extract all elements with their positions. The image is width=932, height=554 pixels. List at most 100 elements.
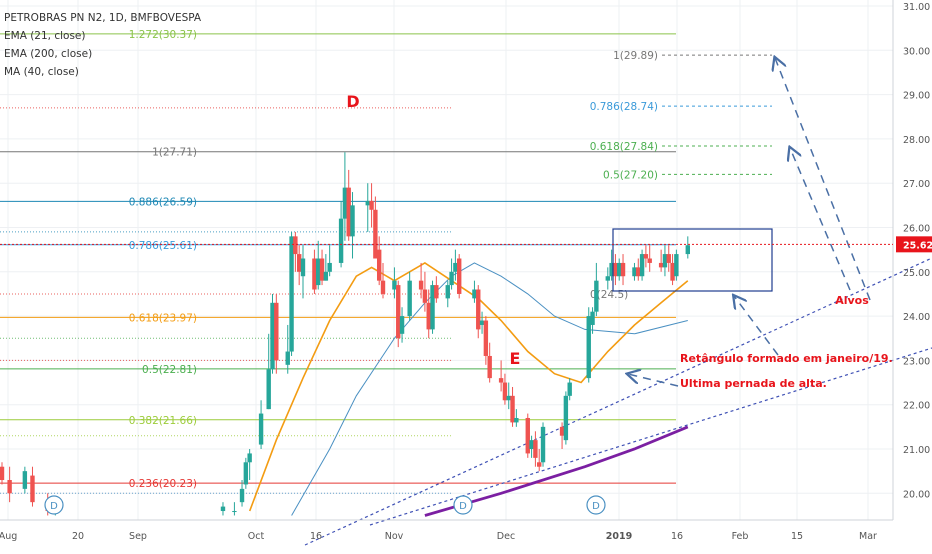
time-axis-tick: Aug	[0, 531, 17, 542]
candle-body	[666, 254, 671, 263]
candle-body	[472, 289, 477, 299]
candle-body	[670, 262, 675, 281]
candle	[338, 200, 344, 268]
indicator-ma40[interactable]: MA (40, close)	[4, 66, 79, 78]
candle-body	[270, 302, 275, 370]
price-axis-tick: 26.00	[903, 224, 930, 235]
candle-body	[342, 187, 348, 219]
fib-level-label: 0.886(26.59)	[129, 196, 197, 208]
candle-body	[220, 506, 226, 512]
candle	[323, 254, 329, 281]
candle	[369, 183, 374, 228]
candle	[327, 245, 332, 277]
candle-body	[620, 262, 626, 277]
candle	[487, 342, 492, 383]
candle-body	[639, 254, 645, 277]
annotation-rectangle-note: Retângulo formado em janeiro/19.	[680, 352, 893, 365]
candle	[274, 293, 279, 374]
candle-body	[338, 218, 344, 263]
candles-layer	[0, 152, 690, 516]
candle-body	[392, 280, 397, 290]
candle	[662, 245, 668, 277]
candle-body	[514, 417, 519, 423]
candle-body	[483, 320, 489, 356]
candle	[449, 258, 454, 290]
dividend-letter: D	[50, 501, 58, 512]
candle	[392, 267, 397, 299]
candle-body	[674, 254, 679, 277]
candle	[609, 249, 614, 281]
candle	[563, 391, 569, 445]
candle	[479, 311, 485, 334]
dividend-circle	[586, 495, 606, 515]
price-axis-tick: 30.00	[903, 46, 930, 57]
symbol-title: PETROBRAS PN N2, 1D, BMFBOVESPA	[4, 12, 202, 24]
fib-target-label: 1(29.89)	[613, 50, 658, 62]
candle	[586, 307, 591, 383]
candle	[525, 413, 530, 458]
candle	[289, 231, 294, 356]
price-axis-tick: 27.00	[903, 179, 930, 190]
candle-body	[312, 258, 317, 290]
candle	[380, 262, 386, 299]
candle-body	[285, 351, 290, 365]
candle	[685, 236, 690, 259]
candle	[510, 386, 515, 427]
candle	[232, 502, 237, 516]
candle	[373, 196, 378, 259]
candle	[220, 502, 226, 516]
candle-body	[239, 488, 245, 503]
candle-body	[247, 453, 252, 463]
fib-level-label: 0.5(22.81)	[142, 364, 197, 376]
candle-body	[445, 285, 450, 299]
candle	[22, 466, 28, 494]
candle	[445, 280, 450, 308]
indicator-ema21[interactable]: EMA (21, close)	[4, 30, 86, 42]
candle	[453, 249, 458, 281]
candle-body	[567, 382, 572, 396]
candle-body	[316, 258, 321, 286]
indicator-ema200[interactable]: EMA (200, close)	[4, 48, 93, 60]
candle	[498, 360, 504, 392]
candle-body	[380, 280, 386, 294]
candle-body	[658, 262, 664, 268]
dashed-arrow	[790, 148, 851, 291]
dividend-circle	[453, 495, 473, 515]
candle-body	[323, 271, 329, 281]
candle-body	[319, 258, 325, 281]
price-axis-tick: 21.00	[903, 445, 930, 456]
candle	[434, 276, 439, 303]
candle-body	[396, 285, 401, 339]
candle-body	[636, 267, 641, 277]
candle-body	[590, 311, 595, 325]
candle	[0, 462, 5, 485]
candle	[674, 249, 679, 281]
candle	[533, 431, 538, 467]
time-axis-tick: Dec	[497, 531, 515, 542]
time-axis-tick: 15	[791, 531, 803, 542]
candle-body	[632, 267, 637, 277]
candle	[605, 267, 610, 290]
candle	[666, 245, 671, 272]
candle-body	[453, 262, 458, 272]
candle	[540, 422, 546, 467]
candle	[365, 183, 370, 232]
fib-level-label: 1.272(30.37)	[129, 29, 197, 41]
candle	[670, 254, 675, 286]
candle	[559, 422, 565, 449]
fib-level-label: 0.618(23.97)	[129, 312, 197, 324]
candle	[396, 280, 401, 348]
candle	[300, 245, 306, 299]
candle-body	[510, 395, 515, 423]
candle-body	[293, 236, 298, 255]
price-axis-tick: 29.00	[903, 91, 930, 102]
arrows-layer	[628, 58, 871, 387]
candle-body	[289, 236, 294, 352]
time-axis-tick: 2019	[606, 531, 632, 542]
candle-body	[563, 395, 569, 441]
candle	[350, 192, 355, 259]
wave-label-d: D	[346, 92, 359, 111]
candle-body	[376, 249, 382, 281]
